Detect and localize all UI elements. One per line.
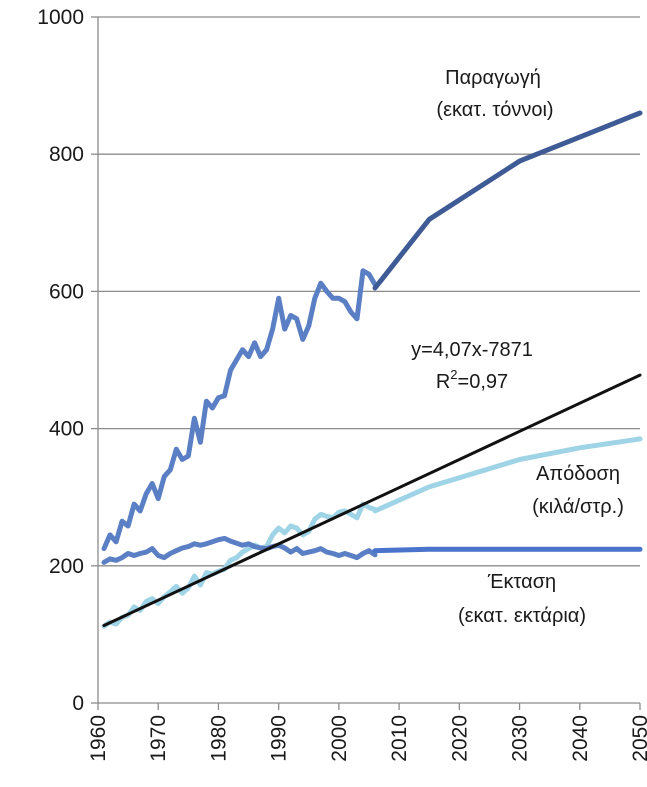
annotation-area-unit: (εκατ. εκτάρια)	[458, 605, 586, 627]
series-line-6	[102, 373, 642, 627]
y-tick-label-1000: 1000	[37, 6, 84, 29]
y-tick-label-200: 200	[49, 555, 84, 578]
annotation-production-unit: (εκατ. τόννοι)	[436, 99, 553, 121]
annotation-yield-title: Απόδοση	[536, 463, 620, 485]
annotation-area-title: Έκταση	[487, 571, 556, 593]
x-tick-labels: 1960 1970 1980 1990 2000 2010 2020 2030 2040 2050	[87, 715, 647, 762]
y-tick-label-400: 400	[49, 418, 84, 441]
r-squared-value: =0,97	[458, 371, 509, 393]
annotation-regression-equation: y=4,07x-7871	[411, 339, 533, 361]
axes	[91, 16, 641, 710]
r-squared-prefix: R	[436, 371, 450, 393]
x-tick-label-1960: 1960	[87, 715, 110, 762]
grid	[98, 16, 640, 567]
y-tick-label-800: 800	[49, 143, 84, 166]
x-tick-label-1980: 1980	[207, 715, 230, 762]
x-tick-label-2020: 2020	[448, 715, 471, 762]
x-tick-label-1970: 1970	[147, 715, 170, 762]
series-line-4	[101, 535, 378, 565]
annotation-r-squared: R2=0,97	[436, 367, 508, 393]
y-tick-label-600: 600	[49, 280, 84, 303]
series-line-3	[372, 436, 643, 514]
y-tick-label-0: 0	[72, 692, 84, 715]
series-line-0	[101, 268, 378, 552]
annotation-production-title: Παραγωγή	[445, 67, 541, 89]
x-tick-label-2050: 2050	[629, 715, 647, 762]
x-tick-label-2010: 2010	[388, 715, 411, 762]
y-tick-labels: 0 200 400 600 800 1000	[37, 6, 84, 715]
x-tick-label-2000: 2000	[328, 715, 351, 762]
series-layer	[101, 110, 643, 629]
series-line-2	[101, 501, 378, 629]
x-tick-label-2040: 2040	[569, 715, 592, 762]
r-squared-superscript: 2	[450, 367, 457, 382]
annotation-yield-unit: (κιλά/στρ.)	[532, 496, 624, 518]
series-line-1	[372, 110, 643, 291]
x-tick-label-1990: 1990	[268, 715, 291, 762]
series-line-5	[372, 546, 643, 554]
x-tick-label-2030: 2030	[509, 715, 532, 762]
